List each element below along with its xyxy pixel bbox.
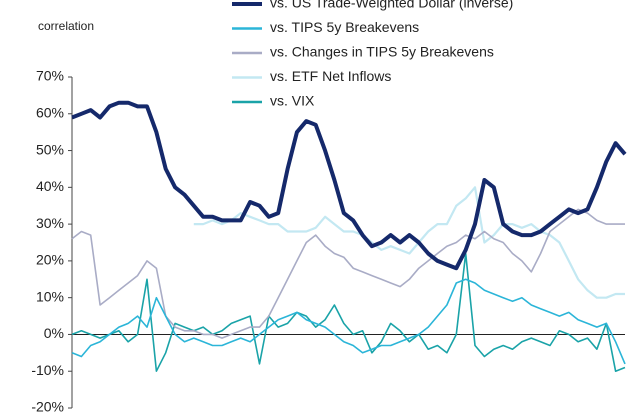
y-tick-label: 20% (36, 252, 64, 268)
series-line (71, 278, 626, 365)
y-tick-label: 10% (36, 288, 64, 304)
y-tick-label: -10% (31, 362, 64, 378)
legend-label: vs. Changes in TIPS 5y Breakevens (270, 44, 494, 60)
series-line (71, 208, 625, 339)
legend-label: vs. US Trade-Weighted Dollar (inverse) (270, 0, 513, 11)
legend-label: vs. TIPS 5y Breakevens (270, 19, 419, 35)
series-line (71, 100, 627, 271)
legend-label: vs. VIX (270, 93, 315, 109)
axis-label: correlation (38, 19, 94, 33)
legend-label: vs. ETF Net Inflows (270, 68, 391, 84)
y-tick-label: 0% (44, 325, 64, 341)
series-line (71, 252, 626, 372)
y-tick-label: 40% (36, 178, 64, 194)
series-line (193, 186, 625, 299)
y-tick-label: 60% (36, 104, 64, 120)
y-tick-label: 50% (36, 141, 64, 157)
y-tick-label: -20% (31, 399, 64, 415)
y-tick-label: 70% (36, 68, 64, 84)
y-tick-label: 30% (36, 215, 64, 231)
